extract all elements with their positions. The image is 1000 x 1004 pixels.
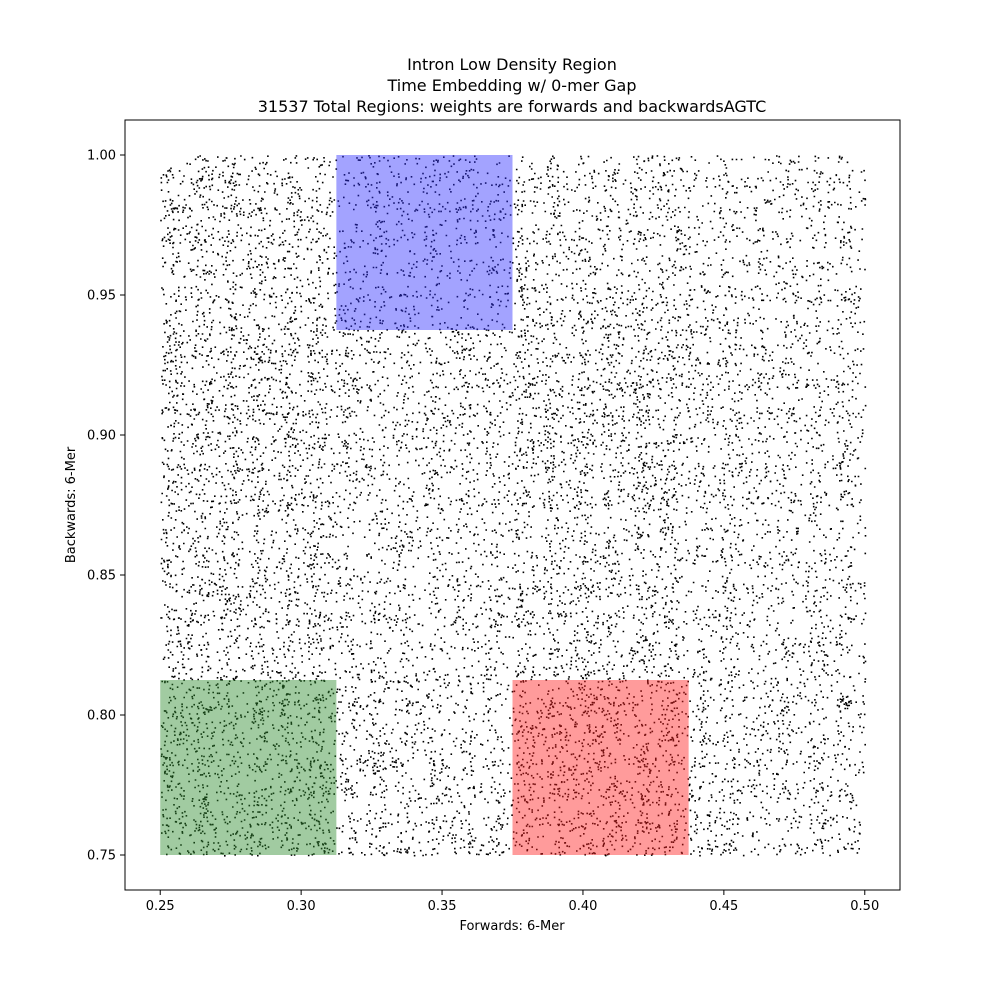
x-tick-label: 0.45 <box>709 899 738 914</box>
y-tick-label: 0.75 <box>87 849 116 864</box>
chart-title-line-3: 31537 Total Regions: weights are forward… <box>258 97 767 116</box>
chart-title-line-2: Time Embedding w/ 0-mer Gap <box>386 76 636 95</box>
y-tick-label: 0.85 <box>87 569 116 584</box>
x-tick-label: 0.25 <box>146 899 175 914</box>
plot-frame <box>124 119 901 891</box>
y-tick-label: 0.80 <box>87 709 116 724</box>
highlight-region-1 <box>160 680 337 855</box>
highlight-regions <box>160 155 689 855</box>
x-tick-label: 0.50 <box>850 899 879 914</box>
y-axis-label: Backwards: 6-Mer <box>64 446 79 563</box>
y-axis-ticks: 0.75 0.80 0.85 0.90 0.95 1.00 <box>87 149 125 864</box>
highlight-region-2 <box>336 155 513 330</box>
x-tick-label: 0.35 <box>428 899 457 914</box>
y-tick-label: 0.90 <box>87 429 116 444</box>
highlight-region-3 <box>512 680 689 855</box>
y-tick-label: 0.95 <box>87 289 116 304</box>
chart-title: Intron Low Density Region Time Embedding… <box>258 55 767 116</box>
chart-title-line-1: Intron Low Density Region <box>407 55 617 74</box>
x-tick-label: 0.40 <box>568 899 597 914</box>
y-tick-label: 1.00 <box>87 149 116 164</box>
x-axis-label: Forwards: 6-Mer <box>459 919 565 934</box>
x-axis-ticks: 0.25 0.30 0.35 0.40 0.45 0.50 <box>146 890 879 914</box>
x-tick-label: 0.30 <box>287 899 316 914</box>
